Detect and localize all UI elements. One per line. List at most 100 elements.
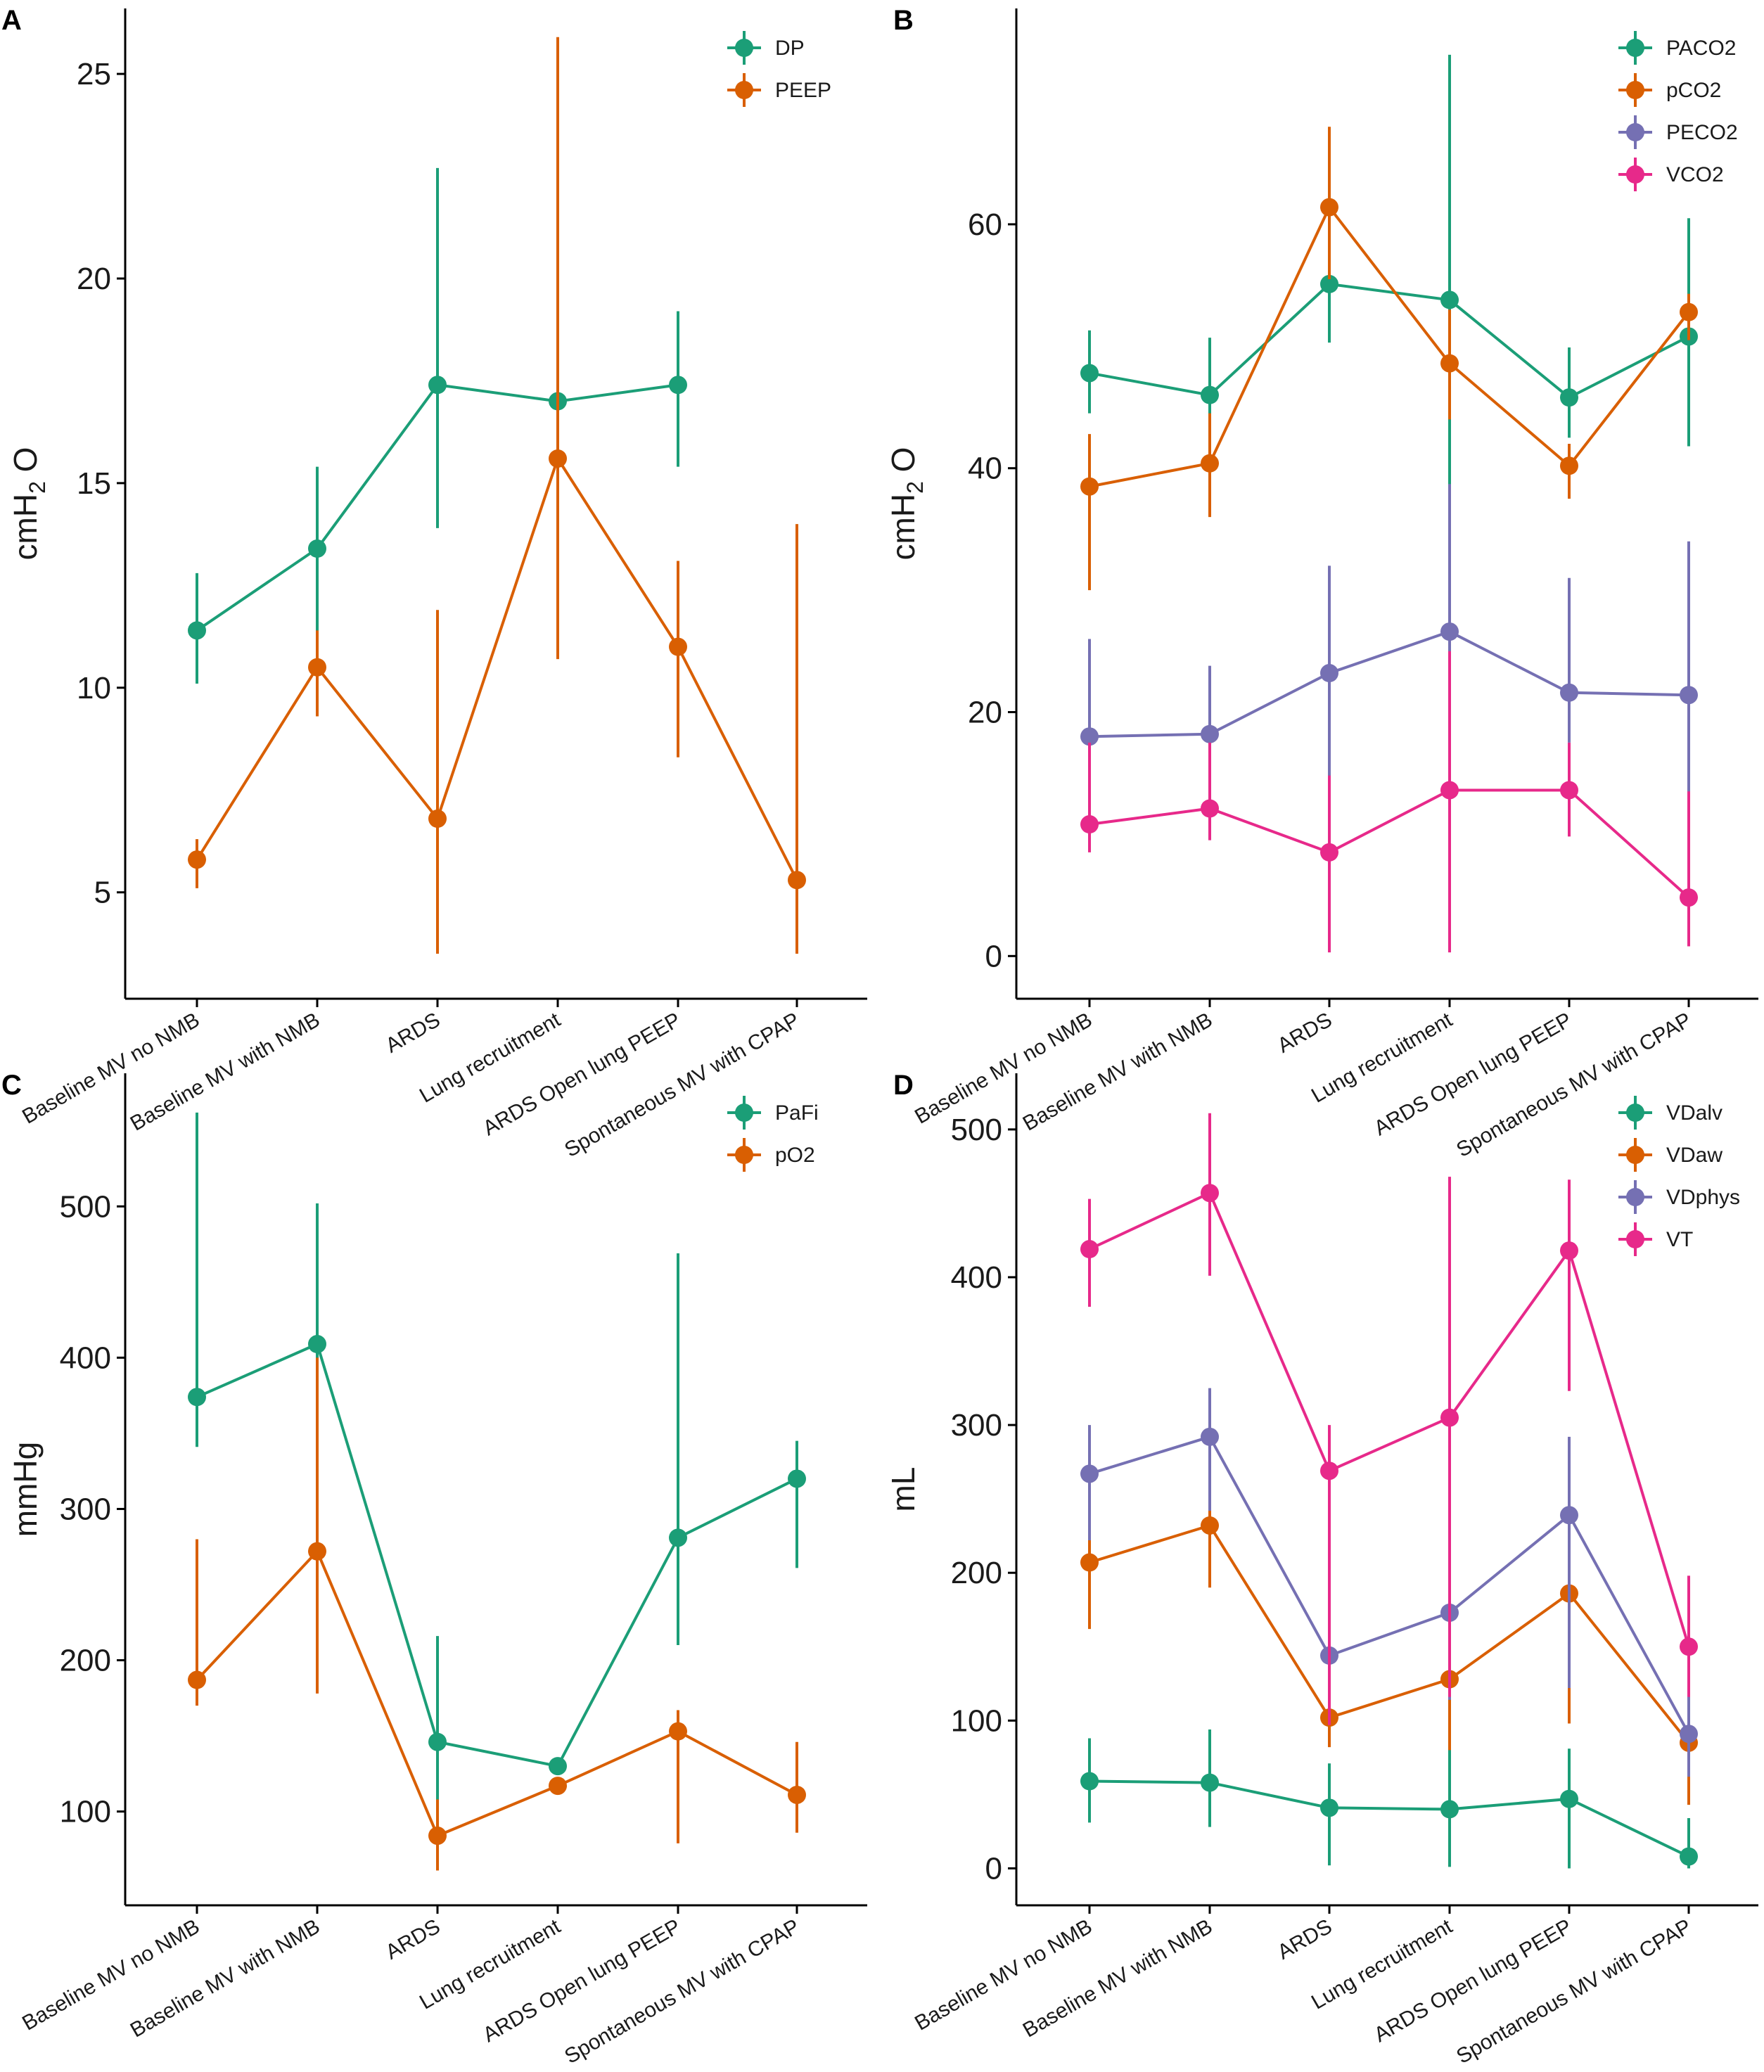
series-paco2 xyxy=(1080,54,1698,584)
y-tick-label: 40 xyxy=(968,452,1002,486)
data-point xyxy=(188,621,206,640)
data-point xyxy=(1080,1464,1099,1483)
data-point xyxy=(1201,1184,1219,1203)
legend-label: PECO2 xyxy=(1666,121,1738,144)
series-vdaw xyxy=(1080,1472,1698,1805)
series-peep xyxy=(188,37,806,954)
legend-label: VT xyxy=(1666,1228,1693,1251)
data-point xyxy=(1560,456,1578,475)
y-axis-title-subscript: 2 xyxy=(902,481,928,494)
series-po2 xyxy=(188,1357,806,1871)
data-point xyxy=(1080,364,1099,383)
x-tick-label: Spontaneous MV with CPAP xyxy=(1452,1008,1695,1161)
y-tick-label: 500 xyxy=(60,1189,111,1224)
data-point xyxy=(1080,1553,1099,1572)
y-tick-label: 400 xyxy=(60,1341,111,1375)
data-point xyxy=(1080,1240,1099,1259)
series-line xyxy=(196,1549,798,1838)
y-tick-label: 300 xyxy=(951,1408,1002,1443)
legend-label: pO2 xyxy=(775,1144,815,1167)
legend-key-dot xyxy=(1626,123,1644,141)
y-tick-label: 25 xyxy=(77,57,111,91)
legend-label: VDalv xyxy=(1666,1101,1723,1125)
series-line xyxy=(1089,1435,1690,1735)
y-axis-title-tail: O xyxy=(7,447,44,482)
x-tick-label: ARDS Open lung PEEP xyxy=(1370,1008,1576,1140)
data-point xyxy=(788,1785,806,1804)
data-point xyxy=(1320,274,1338,293)
y-axis-title-subscript: 2 xyxy=(25,481,50,494)
data-point xyxy=(188,1670,206,1689)
y-tick-label: 200 xyxy=(60,1644,111,1678)
legend-key-dot xyxy=(1626,1104,1644,1122)
panel-label: C xyxy=(1,1070,22,1101)
y-tick-label: 60 xyxy=(968,207,1002,242)
data-point xyxy=(428,1827,447,1846)
x-tick-label: Spontaneous MV with CPAP xyxy=(561,1914,803,2068)
data-point xyxy=(1560,1506,1578,1525)
series-line xyxy=(196,457,798,881)
legend-label: pCO2 xyxy=(1666,79,1721,102)
y-axis-title-tail: O xyxy=(885,447,921,482)
data-point xyxy=(1680,302,1698,321)
legend-entry-peep: PEEP xyxy=(727,73,831,107)
data-point xyxy=(669,376,687,395)
series-line xyxy=(1089,788,1690,899)
x-tick-label: Baseline MV with NMB xyxy=(1019,1914,1217,2042)
legend-label: PACO2 xyxy=(1666,37,1736,60)
panel-label: A xyxy=(1,5,22,36)
data-point xyxy=(1201,1427,1219,1446)
data-point xyxy=(188,850,206,869)
data-point xyxy=(308,658,326,677)
data-point xyxy=(1560,388,1578,407)
legend-key-dot xyxy=(1626,1188,1644,1206)
x-tick-label: ARDS xyxy=(382,1914,445,1964)
data-point xyxy=(428,1732,447,1751)
series-dp xyxy=(188,151,687,684)
y-axis-title-main: cmH xyxy=(7,494,44,561)
x-tick-label: ARDS Open lung PEEP xyxy=(479,1008,684,1140)
legend-entry-pafi: PaFi xyxy=(727,1096,819,1130)
legend-entry-paco2: PACO2 xyxy=(1618,31,1736,65)
series-vdalv xyxy=(1080,1729,1698,1869)
data-point xyxy=(428,376,447,395)
y-axis-title-main: cmH xyxy=(885,494,921,561)
legend-entry-vdaw: VDaw xyxy=(1618,1138,1723,1172)
legend-key-dot xyxy=(1626,1146,1644,1164)
y-tick-label: 100 xyxy=(60,1795,111,1829)
y-tick-label: 0 xyxy=(985,939,1002,973)
series-line xyxy=(1089,1191,1690,1647)
data-point xyxy=(788,1469,806,1488)
y-axis-title-main: mL xyxy=(885,1467,921,1512)
data-point xyxy=(308,1542,326,1561)
x-tick-label: Baseline MV with NMB xyxy=(127,1914,324,2042)
data-point xyxy=(1201,385,1219,404)
data-point xyxy=(1080,477,1099,496)
series-vdphys xyxy=(1080,1388,1698,1777)
legend-label: PEEP xyxy=(775,79,831,102)
data-point xyxy=(1080,815,1099,834)
legend-entry-vco2: VCO2 xyxy=(1618,158,1724,191)
series-vco2 xyxy=(1080,651,1698,953)
x-tick-label: Baseline MV with NMB xyxy=(127,1008,324,1135)
data-point xyxy=(1680,1847,1698,1866)
y-tick-label: 300 xyxy=(60,1492,111,1526)
data-point xyxy=(1680,686,1698,705)
y-tick-label: 100 xyxy=(951,1703,1002,1738)
data-point xyxy=(308,539,326,558)
legend-key-dot xyxy=(735,81,753,99)
legend-key-dot xyxy=(1626,1230,1644,1248)
data-point xyxy=(1440,354,1459,373)
legend: VDalv VDaw VDphys VT xyxy=(1618,1096,1740,1256)
y-tick-label: 15 xyxy=(77,466,111,501)
legend-label: DP xyxy=(775,37,805,60)
series-line xyxy=(1089,1779,1689,1858)
legend-key-dot xyxy=(1626,81,1644,99)
x-tick-label: ARDS xyxy=(1274,1008,1336,1057)
data-point xyxy=(1080,1772,1099,1791)
data-point xyxy=(1201,1516,1219,1535)
data-point xyxy=(188,1388,206,1407)
series-line xyxy=(1089,630,1689,738)
